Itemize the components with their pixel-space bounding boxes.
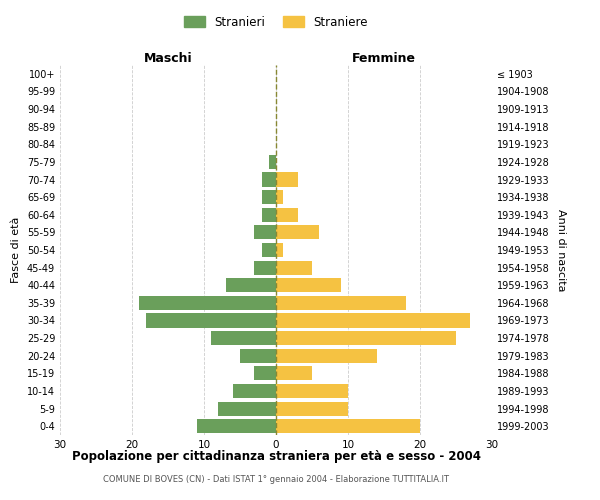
- Y-axis label: Anni di nascita: Anni di nascita: [556, 209, 566, 291]
- Bar: [276, 366, 312, 380]
- Text: Popolazione per cittadinanza straniera per età e sesso - 2004: Popolazione per cittadinanza straniera p…: [71, 450, 481, 463]
- Bar: [276, 172, 298, 186]
- Bar: [276, 296, 406, 310]
- Bar: [211, 331, 276, 345]
- Text: Maschi: Maschi: [143, 52, 193, 65]
- Bar: [262, 190, 276, 204]
- Bar: [262, 243, 276, 257]
- Bar: [276, 260, 312, 274]
- Bar: [146, 314, 276, 328]
- Bar: [269, 155, 276, 169]
- Bar: [197, 419, 276, 433]
- Bar: [276, 190, 283, 204]
- Text: Femmine: Femmine: [352, 52, 416, 65]
- Bar: [233, 384, 276, 398]
- Bar: [218, 402, 276, 415]
- Bar: [276, 314, 470, 328]
- Bar: [276, 208, 298, 222]
- Bar: [254, 366, 276, 380]
- Bar: [276, 278, 341, 292]
- Bar: [276, 348, 377, 363]
- Bar: [262, 208, 276, 222]
- Bar: [254, 226, 276, 239]
- Bar: [240, 348, 276, 363]
- Bar: [276, 226, 319, 239]
- Bar: [276, 419, 420, 433]
- Bar: [226, 278, 276, 292]
- Bar: [276, 331, 456, 345]
- Bar: [276, 402, 348, 415]
- Legend: Stranieri, Straniere: Stranieri, Straniere: [179, 11, 373, 34]
- Text: COMUNE DI BOVES (CN) - Dati ISTAT 1° gennaio 2004 - Elaborazione TUTTITALIA.IT: COMUNE DI BOVES (CN) - Dati ISTAT 1° gen…: [103, 475, 449, 484]
- Bar: [139, 296, 276, 310]
- Bar: [262, 172, 276, 186]
- Bar: [276, 243, 283, 257]
- Y-axis label: Fasce di età: Fasce di età: [11, 217, 21, 283]
- Bar: [254, 260, 276, 274]
- Bar: [276, 384, 348, 398]
